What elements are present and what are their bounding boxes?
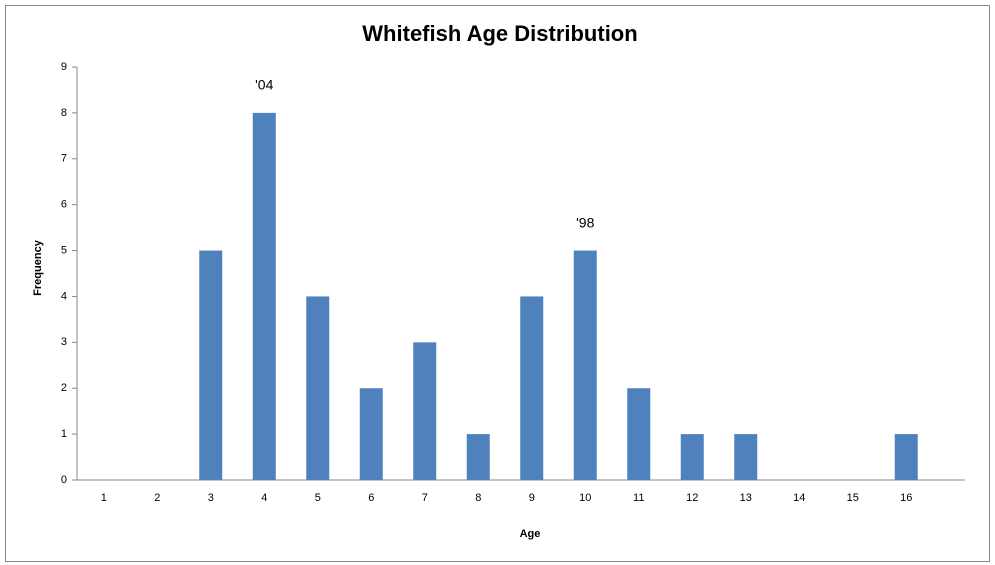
y-tick-label: 5: [61, 244, 67, 256]
annotation: '04: [255, 77, 273, 93]
x-tick-label: 9: [529, 492, 535, 504]
bar: [199, 250, 223, 480]
bar: [573, 250, 597, 480]
bar: [894, 434, 918, 480]
y-tick-label: 9: [61, 61, 67, 73]
bar: [359, 388, 383, 480]
x-tick-label: 5: [315, 492, 321, 504]
bar: [252, 112, 276, 480]
x-tick-label: 4: [261, 492, 267, 504]
annotation: '98: [576, 214, 594, 230]
x-tick-label: 12: [686, 492, 698, 504]
y-axis-label: Frequency: [32, 239, 44, 296]
y-tick-label: 2: [61, 382, 67, 394]
bar: [734, 434, 758, 480]
x-tick-label: 11: [633, 492, 644, 504]
x-tick-label: 1: [101, 492, 107, 504]
x-tick-label: 7: [422, 492, 428, 504]
x-axis-label: Age: [520, 528, 541, 540]
x-tick-label: 14: [793, 492, 805, 504]
y-tick-label: 1: [61, 428, 67, 440]
x-tick-label: 2: [154, 492, 160, 504]
x-tick-label: 8: [475, 492, 481, 504]
y-tick-label: 7: [61, 153, 67, 165]
chart-title: Whitefish Age Distribution: [362, 21, 637, 46]
x-tick-label: 6: [368, 492, 374, 504]
bar: [627, 388, 651, 480]
x-tick-label: 15: [847, 492, 859, 504]
bar: [680, 434, 704, 480]
bar: [306, 296, 330, 480]
y-tick-label: 4: [61, 290, 67, 302]
y-tick-label: 6: [61, 199, 67, 211]
x-tick-label: 13: [740, 492, 752, 504]
chart-border: [5, 5, 990, 562]
x-tick-label: 10: [579, 492, 591, 504]
y-tick-label: 3: [61, 336, 67, 348]
bar: [520, 296, 544, 480]
bar: [466, 434, 490, 480]
bar: [413, 342, 437, 480]
y-tick-label: 8: [61, 107, 67, 119]
x-tick-label: 16: [900, 492, 912, 504]
y-tick-label: 0: [61, 474, 67, 486]
x-tick-label: 3: [208, 492, 214, 504]
